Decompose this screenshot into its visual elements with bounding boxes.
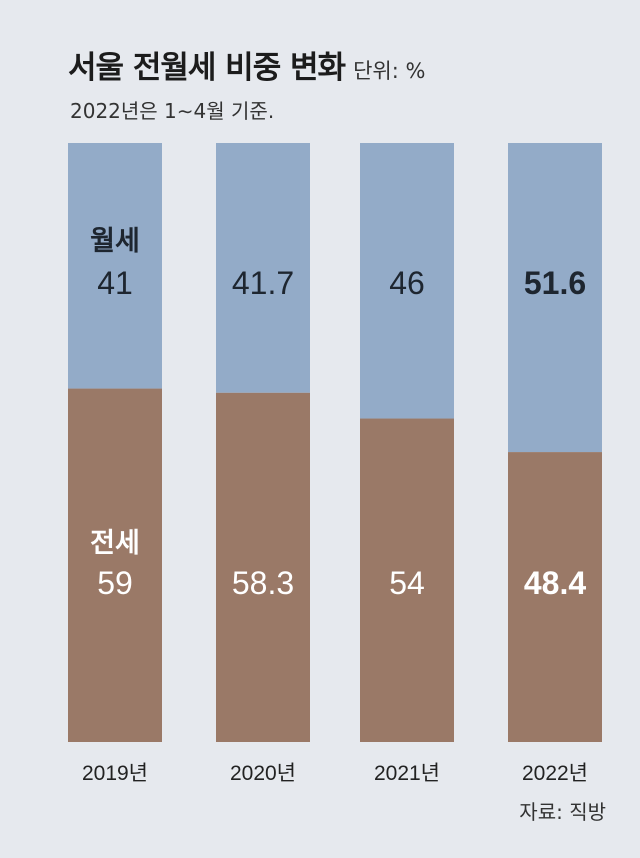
chart-title: 서울 전월세 비중 변화 단위: % — [68, 42, 425, 87]
bar-wolse-0 — [68, 143, 162, 389]
bar-wolse-1 — [216, 143, 310, 393]
chart-subtitle: 2022년은 1∼4월 기준. — [70, 99, 275, 123]
source-note: 자료: 직방 — [519, 800, 606, 824]
bar-jeonse-2 — [360, 418, 454, 742]
chart-title-text: 서울 전월세 비중 변화 — [68, 50, 346, 86]
x-tick-label-0: 2019년 — [82, 762, 148, 785]
data-label-wolse-3: 51.6 — [524, 265, 586, 301]
data-label-wolse-0: 41 — [97, 265, 133, 301]
data-label-jeonse-3: 48.4 — [524, 565, 586, 601]
x-tick-label-1: 2020년 — [230, 762, 296, 785]
series-label-wolse: 월세 — [90, 226, 140, 256]
x-tick-label-2: 2021년 — [374, 762, 440, 785]
series-label-jeonse: 전세 — [90, 528, 140, 558]
bar-jeonse-0 — [68, 388, 162, 742]
data-label-jeonse-0: 59 — [97, 565, 133, 601]
bar-wolse-2 — [360, 143, 454, 419]
data-label-wolse-2: 46 — [389, 265, 425, 301]
data-label-jeonse-2: 54 — [389, 565, 425, 601]
unit-label: 단위: % — [353, 59, 426, 83]
bar-wolse-3 — [508, 143, 602, 453]
bar-jeonse-1 — [216, 392, 310, 742]
bar-jeonse-3 — [508, 452, 602, 742]
data-label-jeonse-1: 58.3 — [232, 565, 294, 601]
x-tick-label-3: 2022년 — [522, 762, 588, 785]
data-label-wolse-1: 41.7 — [232, 265, 294, 301]
